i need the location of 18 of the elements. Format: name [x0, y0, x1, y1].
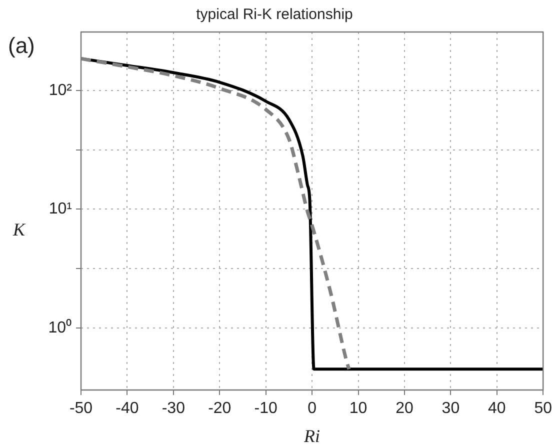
x-tick-label: 30 — [442, 400, 460, 418]
text: (a) — [8, 33, 35, 58]
x-tick-label: -10 — [254, 400, 278, 418]
chart-title: typical Ri-K relationship — [196, 6, 353, 24]
y-tick-label: 10⁰ — [48, 318, 72, 336]
y-tick-label: 10¹ — [48, 200, 72, 218]
x-tick-label: 10 — [349, 400, 368, 418]
x-tick-label: -50 — [69, 400, 93, 418]
x-tick-label: -20 — [208, 400, 232, 418]
x-tick-label: -30 — [162, 400, 186, 418]
y-axis-title: K — [12, 220, 26, 240]
x-axis-title: Ri — [303, 426, 320, 446]
x-tick-label: -40 — [116, 400, 139, 418]
y-tick-label: 10² — [48, 82, 73, 99]
x-tick-label: 40 — [488, 400, 506, 418]
x-tick-label: 20 — [396, 400, 414, 418]
x-tick-label: 0 — [308, 400, 317, 418]
x-tick-label: 50 — [534, 400, 552, 418]
